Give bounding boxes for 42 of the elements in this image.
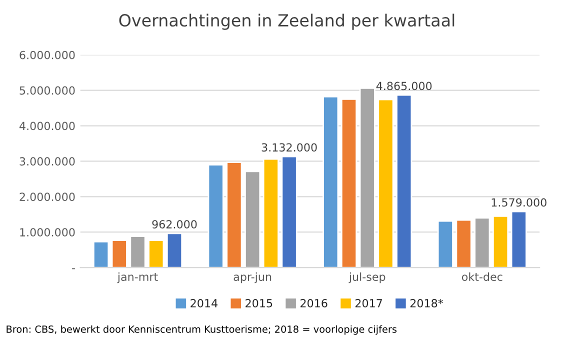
- legend-label: 2018*: [410, 299, 444, 308]
- bar: [92, 240, 110, 268]
- bar: [148, 240, 164, 268]
- bar: [456, 219, 472, 268]
- y-tick-label: 1.000.000: [20, 228, 75, 236]
- bar: [510, 210, 527, 268]
- legend-label: 2014: [190, 299, 218, 308]
- data-label: 4.865.000: [376, 82, 432, 90]
- data-label: 3.132.000: [262, 143, 317, 152]
- bar: [281, 156, 298, 268]
- bar: [208, 164, 224, 268]
- x-tick-label: apr-jun: [234, 272, 272, 284]
- bar: [396, 94, 412, 268]
- bar: [244, 170, 261, 268]
- x-tick-label: okt-dec: [462, 272, 502, 281]
- bar: [492, 215, 509, 268]
- text: Bron: CBS, bewerkt door Kenniscentrum Kusttoerisme; 2018 = voorlopige cijfers: [6, 325, 397, 335]
- x-tick-label: jan-mrt: [117, 272, 158, 284]
- y-tick-label: 3.000.000: [20, 157, 75, 166]
- bar: [262, 158, 279, 268]
- legend-label: 2016: [300, 299, 328, 308]
- data-label: 962.000: [152, 220, 197, 229]
- chart-title: Overnachtingen in Zeeland per kwartaal: [119, 14, 454, 30]
- y-tick-label: 5.000.000: [20, 86, 75, 95]
- bar: [226, 162, 242, 268]
- bar: [166, 232, 183, 268]
- x-tick-label: jul-sep: [348, 272, 386, 284]
- bar: [437, 220, 454, 268]
- bar: [340, 98, 358, 268]
- legend-label: 2017: [355, 299, 382, 308]
- bar: [322, 96, 339, 268]
- y-tick-label: 2.000.000: [20, 192, 75, 202]
- bar: [359, 88, 376, 268]
- bar: [111, 240, 128, 268]
- bar: [474, 217, 490, 268]
- y-tick-label: -: [72, 268, 75, 270]
- bar: [130, 236, 146, 268]
- y-tick-label: 6.000.000: [20, 50, 75, 60]
- y-tick-label: 4.000.000: [19, 122, 75, 130]
- legend-label: 2015: [246, 299, 272, 308]
- data-label: 1.579.000: [492, 198, 546, 207]
- bar: [378, 98, 394, 268]
